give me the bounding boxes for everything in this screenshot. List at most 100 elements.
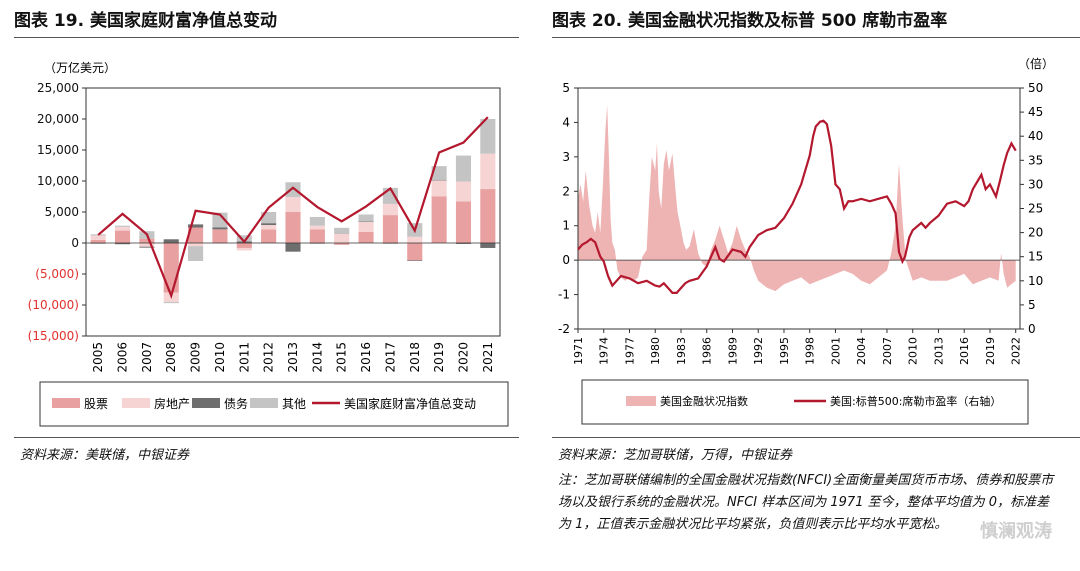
- bar-segment: [309, 225, 325, 230]
- right-x-tick-label: 2016: [958, 337, 971, 365]
- watermark: 慎澜观涛: [980, 521, 1052, 542]
- bar-segment: [188, 227, 204, 243]
- right-x-tick-label: 1998: [804, 337, 817, 365]
- left-x-tick-label: 2016: [359, 342, 373, 373]
- bar-segment: [261, 225, 277, 230]
- right-right-y-tick-label: 10: [1028, 274, 1043, 288]
- bar-segment: [236, 247, 252, 251]
- right-left-y-tick-label: 0: [562, 253, 570, 267]
- left-y-tick-label: 15,000: [37, 143, 79, 157]
- right-right-y-tick-label: 35: [1028, 153, 1043, 167]
- bar-segment: [431, 179, 447, 181]
- right-left-y-tick-label: 2: [562, 184, 570, 198]
- bar-segment: [455, 243, 472, 244]
- bar-segment: [480, 119, 496, 154]
- cape-line: [577, 119, 1017, 294]
- right-note: 注：芝加哥联储编制的全国金融状况指数(NFCI)全面衡量美国货币市场、债券和股票…: [558, 473, 1054, 532]
- left-x-tick-label: 2021: [481, 342, 495, 373]
- bar-segment: [285, 212, 301, 243]
- bar-segment: [188, 224, 204, 228]
- bar-segment: [139, 243, 155, 247]
- bar-segment: [334, 227, 350, 234]
- left-x-tick-label: 2009: [189, 342, 203, 373]
- bar-segment: [480, 243, 496, 248]
- right-plot-frame: [577, 87, 1021, 330]
- right-x-tick-label: 1971: [572, 337, 585, 365]
- bar-segment: [90, 239, 106, 243]
- bar-segment: [285, 243, 301, 252]
- bar-segment: [431, 180, 447, 197]
- bar-segment: [114, 243, 131, 245]
- right-source: 资料来源：芝加哥联储，万得，中银证券: [558, 448, 793, 463]
- left-x-tick-label: 2007: [140, 342, 154, 373]
- bar-segment: [455, 201, 472, 243]
- left-y-tick-label: (10,000): [28, 298, 79, 312]
- bar-segment: [90, 235, 106, 240]
- left-legend-label: 其他: [282, 397, 306, 411]
- left-legend-swatch: [122, 398, 150, 408]
- right-right-y-tick-label: 20: [1028, 226, 1043, 240]
- right-legend-label: 美国:标普500:席勒市盈率（右轴）: [830, 394, 1001, 408]
- bar-segment: [212, 227, 228, 230]
- left-x-tick-label: 2012: [262, 342, 276, 373]
- left-x-tick-label: 2018: [408, 342, 422, 373]
- bar-segment: [407, 243, 423, 261]
- right-x-tick-label: 1974: [598, 337, 611, 365]
- left-x-tick-label: 2014: [310, 342, 324, 373]
- right-x-tick-label: 1983: [675, 337, 688, 365]
- right-right-y-tick-label: 45: [1028, 105, 1043, 119]
- bar-segment: [382, 203, 398, 216]
- left-y-tick-label: 0: [71, 236, 79, 250]
- right-x-tick-label: 2004: [855, 337, 868, 365]
- bar-segment: [480, 153, 496, 190]
- left-legend-label: 美国家庭财富净值总变动: [344, 396, 476, 411]
- right-left-y-tick-label: 3: [562, 150, 570, 164]
- left-legend-label: 房地产: [154, 396, 190, 411]
- right-left-y-tick-label: -1: [558, 288, 570, 302]
- left-legend-swatch: [192, 398, 220, 408]
- bar-segment: [188, 246, 204, 261]
- right-left-y-tick-label: 4: [562, 115, 570, 129]
- bar-segment: [358, 214, 374, 222]
- left-y-tick-label: 10,000: [37, 174, 79, 188]
- bar-segment: [407, 236, 423, 243]
- bar-segment: [261, 223, 277, 226]
- left-source: 资料来源：美联储，中银证券: [20, 448, 190, 463]
- right-x-tick-label: 1992: [752, 337, 765, 365]
- right-x-tick-label: 1989: [726, 337, 739, 365]
- bar-segment: [334, 233, 350, 243]
- left-legend-label: 股票: [84, 397, 108, 411]
- left-chart-title: 图表 19. 美国家庭财富净值总变动: [14, 11, 277, 31]
- bar-segment: [285, 182, 301, 198]
- right-right-y-tick-label: 30: [1028, 177, 1043, 191]
- right-x-tick-label: 2019: [984, 337, 997, 365]
- nfci-area: [578, 105, 1016, 292]
- left-x-tick-label: 2008: [164, 342, 178, 373]
- left-source-rule: [14, 437, 519, 438]
- right-legend-swatch: [626, 396, 656, 406]
- bar-segment: [455, 155, 472, 182]
- left-x-tick-label: 2013: [286, 342, 300, 373]
- left-y-tick-label: 25,000: [37, 81, 79, 95]
- left-legend-swatch: [52, 398, 80, 408]
- right-y-unit-label: （倍）: [1018, 56, 1054, 71]
- bar-segment: [358, 221, 374, 222]
- right-right-y-tick-label: 5: [1028, 298, 1036, 312]
- left-x-tick-label: 2020: [456, 342, 470, 373]
- left-y-tick-label: 5,000: [45, 205, 79, 219]
- right-right-y-tick-label: 40: [1028, 129, 1043, 143]
- bar-segment: [163, 239, 179, 243]
- right-legend-label: 美国金融状况指数: [660, 394, 748, 408]
- left-x-tick-label: 2005: [91, 342, 105, 373]
- net-worth-change-line: [97, 116, 489, 300]
- right-left-y-tick-label: 1: [562, 219, 570, 233]
- bar-segment: [309, 216, 325, 226]
- left-y-tick-label: 20,000: [37, 112, 79, 126]
- left-y-tick-label: (15,000): [28, 329, 79, 343]
- bar-segment: [163, 301, 179, 304]
- right-x-tick-label: 1980: [649, 337, 662, 365]
- bar-segment: [261, 229, 277, 243]
- left-x-tick-label: 2006: [116, 342, 130, 373]
- left-legend-box: [39, 381, 509, 427]
